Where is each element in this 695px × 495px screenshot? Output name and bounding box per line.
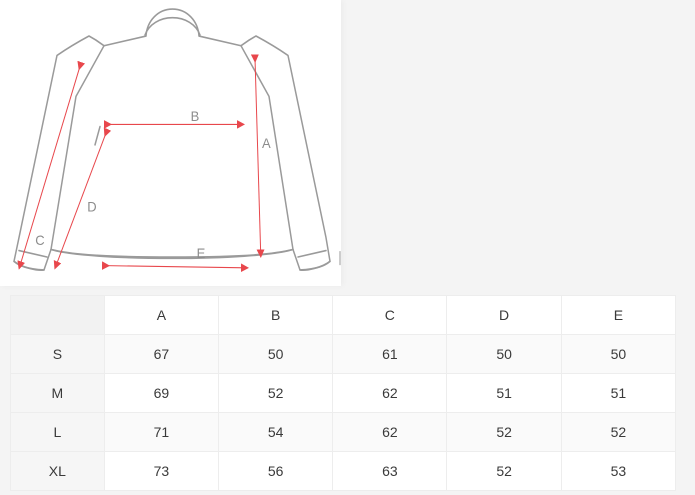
svg-text:D: D bbox=[87, 199, 97, 215]
svg-text:B: B bbox=[191, 109, 200, 125]
svg-text:C: C bbox=[35, 233, 45, 249]
svg-text:A: A bbox=[262, 136, 271, 152]
svg-text:E: E bbox=[197, 246, 206, 262]
